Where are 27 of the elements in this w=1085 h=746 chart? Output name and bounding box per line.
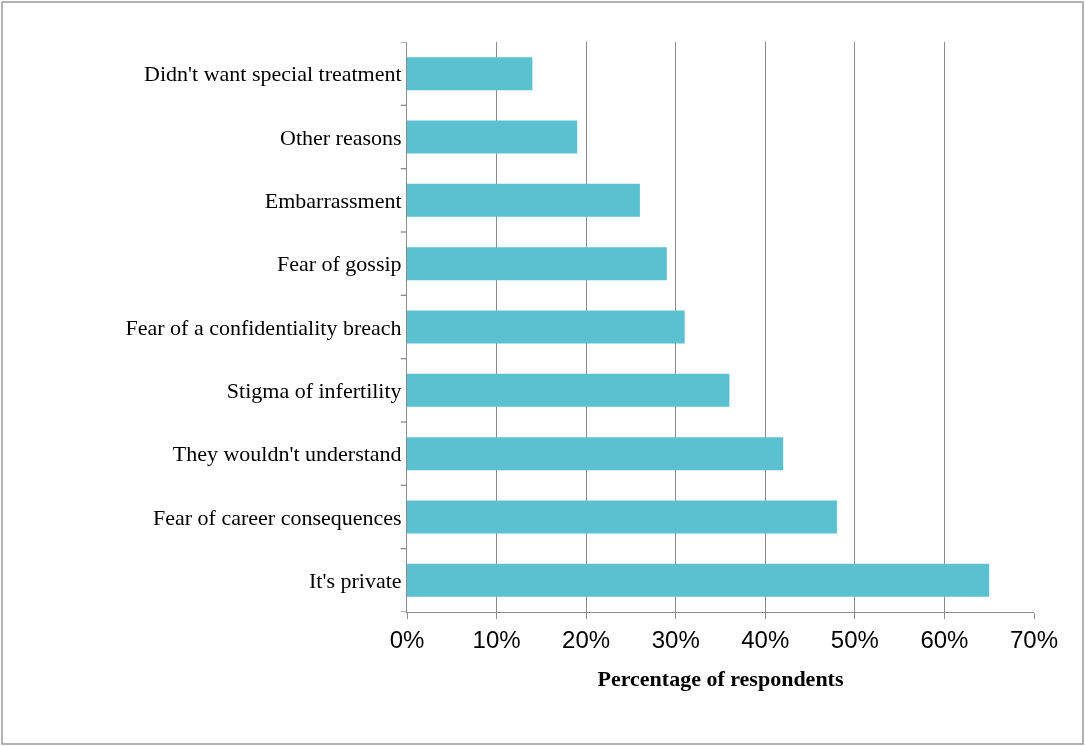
bar (407, 500, 837, 534)
x-tick-label: 50% (830, 625, 879, 653)
y-tick-label: Other reasons (280, 124, 402, 150)
x-axis-title: Percentage of respondents (597, 665, 844, 691)
bar (407, 247, 667, 281)
x-tick-label: 20% (562, 625, 611, 653)
bar (407, 120, 578, 154)
bar (407, 183, 640, 217)
bar (407, 310, 685, 344)
x-tick-label: 0% (389, 625, 425, 653)
y-tick-label: Fear of career consequences (153, 504, 402, 530)
y-tick-label: Embarrassment (264, 188, 402, 214)
x-tick-label: 30% (651, 625, 700, 653)
y-tick-label: Fear of a confidentiality breach (125, 314, 402, 340)
bar (407, 563, 990, 597)
x-tick-label: 10% (472, 625, 521, 653)
x-tick-label: 40% (741, 625, 790, 653)
y-tick-label: Fear of gossip (276, 251, 402, 277)
y-tick-label: Didn't want special treatment (144, 61, 402, 87)
y-tick-label: It's private (309, 568, 402, 594)
y-tick-label: Stigma of infertility (226, 378, 402, 404)
x-tick-label: 60% (920, 625, 969, 653)
bar (407, 373, 730, 407)
x-tick-label: 70% (1009, 625, 1059, 653)
bar (407, 57, 533, 91)
bar (407, 437, 784, 471)
y-tick-label: They wouldn't understand (172, 441, 402, 467)
